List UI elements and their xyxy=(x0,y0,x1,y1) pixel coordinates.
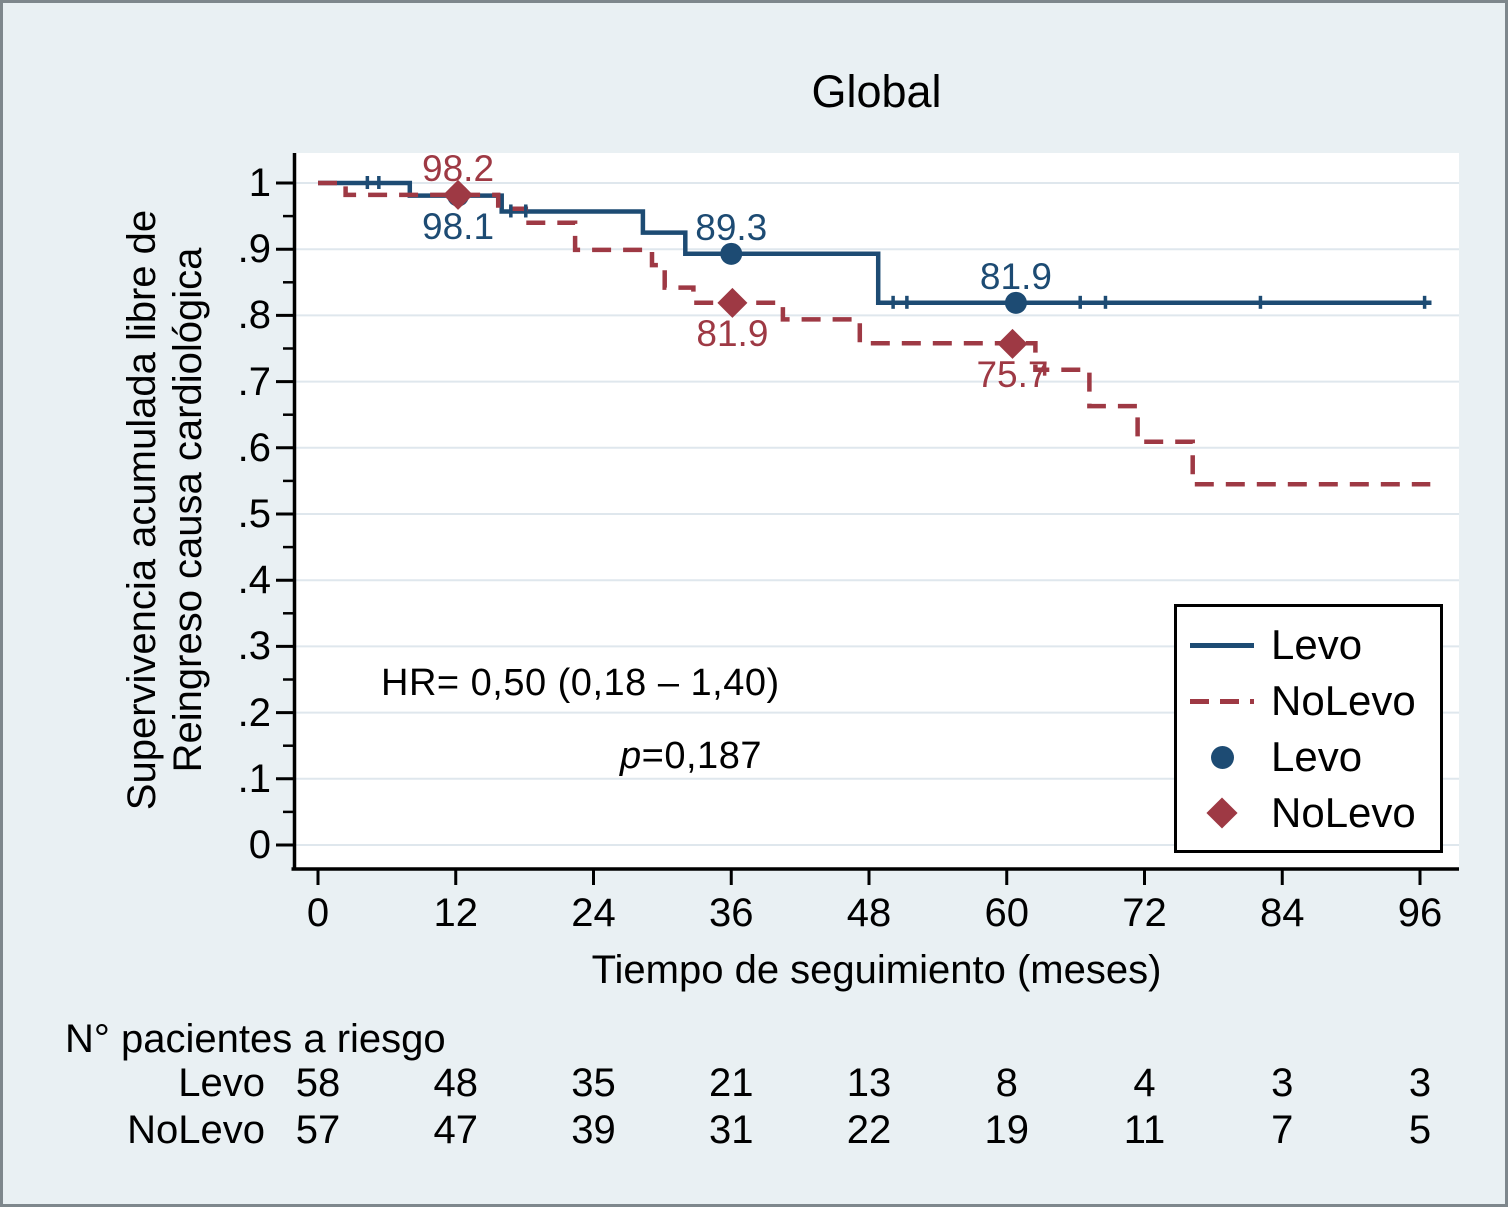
risk-count: 58 xyxy=(295,1061,341,1105)
survival-value-label: 75.7 xyxy=(976,353,1049,395)
risk-count: 4 xyxy=(1133,1061,1156,1105)
y-tick-label: .1 xyxy=(237,756,271,801)
diamond-marker-icon xyxy=(443,179,474,210)
circle-marker-icon xyxy=(720,242,743,265)
y-tick-label: .4 xyxy=(237,558,271,603)
legend-label: NoLevo xyxy=(1271,789,1416,836)
x-tick-label: 36 xyxy=(709,891,754,935)
y-tick-label: .3 xyxy=(237,624,271,669)
x-tick-label: 0 xyxy=(306,891,330,935)
risk-count: 11 xyxy=(1123,1108,1166,1152)
risk-count: 39 xyxy=(571,1108,616,1152)
legend-label: NoLevo xyxy=(1271,677,1416,724)
risk-count: 21 xyxy=(709,1061,754,1105)
x-tick-label: 84 xyxy=(1260,891,1305,935)
x-axis-title: Tiempo de seguimiento (meses) xyxy=(591,948,1162,992)
dashed-line-swatch-icon xyxy=(1189,698,1255,704)
risk-count: 5 xyxy=(1408,1108,1432,1152)
survival-value-label: 81.9 xyxy=(696,312,769,354)
risk-count: 48 xyxy=(433,1061,479,1105)
y-tick-label: .9 xyxy=(237,227,271,272)
hr-annotation: HR= 0,50 (0,18 – 1,40) xyxy=(381,662,780,704)
risk-count: 7 xyxy=(1271,1108,1294,1152)
y-tick-label: .7 xyxy=(237,359,271,404)
p-symbol: p xyxy=(620,735,642,777)
x-tick-label: 12 xyxy=(433,891,479,935)
risk-count: 3 xyxy=(1408,1061,1432,1105)
x-tick-label: 60 xyxy=(984,891,1030,935)
legend-box: Levo NoLevo Levo NoLevo xyxy=(1174,604,1443,853)
survival-value-label: 98.1 xyxy=(422,205,495,247)
risk-count: 57 xyxy=(295,1108,341,1152)
y-tick-label: 1 xyxy=(248,161,271,205)
diamond-marker-icon xyxy=(717,287,748,318)
risk-count: 31 xyxy=(709,1108,754,1152)
risk-count: 47 xyxy=(433,1108,479,1152)
survival-value-label: 89.3 xyxy=(695,206,768,248)
survival-value-label: 98.2 xyxy=(422,147,495,189)
solid-line-swatch-icon xyxy=(1189,642,1255,648)
x-tick-label: 48 xyxy=(846,891,892,935)
legend-item-levo-line: Levo xyxy=(1177,617,1440,673)
risk-table-header: N° pacientes a riesgo xyxy=(65,1017,446,1061)
y-tick-label: .5 xyxy=(237,492,271,536)
risk-count: 13 xyxy=(846,1061,892,1105)
legend-item-nolevo-line: NoLevo xyxy=(1177,673,1440,729)
risk-row-label-levo: Levo xyxy=(178,1061,265,1105)
x-tick-label: 96 xyxy=(1397,891,1443,935)
legend-label: Levo xyxy=(1271,621,1363,668)
p-value-annotation: p=0,187 xyxy=(620,733,762,779)
y-tick-label: .2 xyxy=(237,690,271,735)
y-tick-label: .6 xyxy=(237,425,271,470)
risk-count: 35 xyxy=(571,1061,616,1105)
x-tick-label: 24 xyxy=(571,891,616,935)
diamond-marker-icon xyxy=(1189,797,1255,829)
circle-marker-icon xyxy=(1004,291,1027,314)
y-tick-label: 0 xyxy=(248,823,271,867)
diamond-marker-icon xyxy=(997,328,1028,359)
x-tick-label: 72 xyxy=(1122,891,1167,935)
y-tick-label: .8 xyxy=(237,293,271,338)
chart-title: Global xyxy=(811,66,942,117)
risk-row-label-nolevo: NoLevo xyxy=(127,1108,265,1152)
risk-count: 19 xyxy=(984,1108,1030,1152)
risk-count: 8 xyxy=(995,1061,1018,1105)
risk-count: 22 xyxy=(846,1108,892,1152)
legend-item-nolevo-marker: NoLevo xyxy=(1177,785,1440,841)
p-value-text: =0,187 xyxy=(641,735,762,777)
survival-value-label: 81.9 xyxy=(979,255,1052,297)
legend-item-levo-marker: Levo xyxy=(1177,729,1440,785)
risk-count: 3 xyxy=(1271,1061,1294,1105)
circle-marker-icon xyxy=(1189,745,1255,769)
legend-label: Levo xyxy=(1271,733,1363,780)
